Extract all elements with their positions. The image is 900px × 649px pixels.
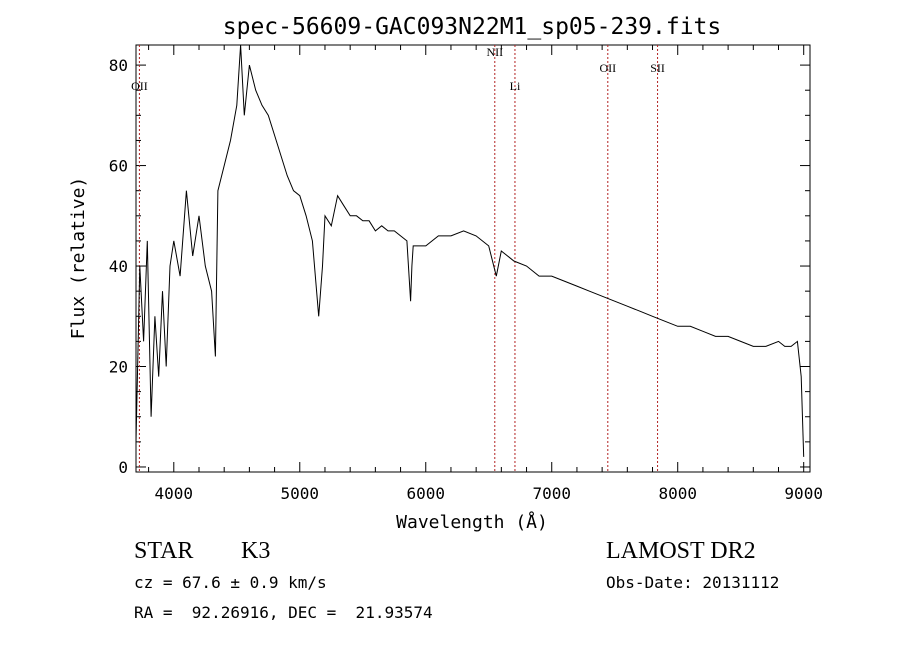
x-axis-label: Wavelength (Å) bbox=[396, 511, 548, 533]
observation-date: Obs-Date: 20131112 bbox=[606, 573, 780, 592]
sky-coordinates: RA = 92.26916, DEC = 21.93574 bbox=[134, 603, 433, 622]
marker-label: OII bbox=[131, 79, 148, 93]
y-tick-label: 20 bbox=[109, 358, 128, 377]
object-class: STAR bbox=[134, 538, 194, 564]
marker-label: SII bbox=[650, 61, 665, 75]
line-markers: OII NII Li OII SII bbox=[131, 45, 665, 472]
y-tick-label: 40 bbox=[109, 257, 128, 276]
x-tick-label: 4000 bbox=[155, 484, 194, 503]
y-tick-label: 80 bbox=[109, 56, 128, 75]
object-subclass: K3 bbox=[241, 538, 271, 564]
x-tick-label: 5000 bbox=[281, 484, 320, 503]
survey-name: LAMOST DR2 bbox=[606, 538, 756, 564]
x-tick-label: 7000 bbox=[532, 484, 571, 503]
chart-title: spec-56609-GAC093N22M1_sp05-239.fits bbox=[223, 14, 722, 40]
plot-frame bbox=[135, 44, 811, 473]
marker-label: OII bbox=[599, 61, 616, 75]
x-tick-label: 8000 bbox=[658, 484, 697, 503]
x-tick-label: 9000 bbox=[784, 484, 823, 503]
axis-ticks: 4000 5000 6000 7000 8000 9000 0 20 40 60 80 bbox=[109, 45, 823, 503]
y-tick-label: 0 bbox=[118, 458, 128, 477]
marker-label: Li bbox=[510, 79, 521, 93]
spectrum-line bbox=[135, 44, 805, 457]
redshift-velocity: cz = 67.6 ± 0.9 km/s bbox=[134, 573, 327, 592]
marker-label: NII bbox=[486, 45, 503, 59]
x-tick-label: 6000 bbox=[406, 484, 445, 503]
y-tick-label: 60 bbox=[109, 157, 128, 176]
y-axis-label: Flux (relative) bbox=[68, 177, 89, 340]
